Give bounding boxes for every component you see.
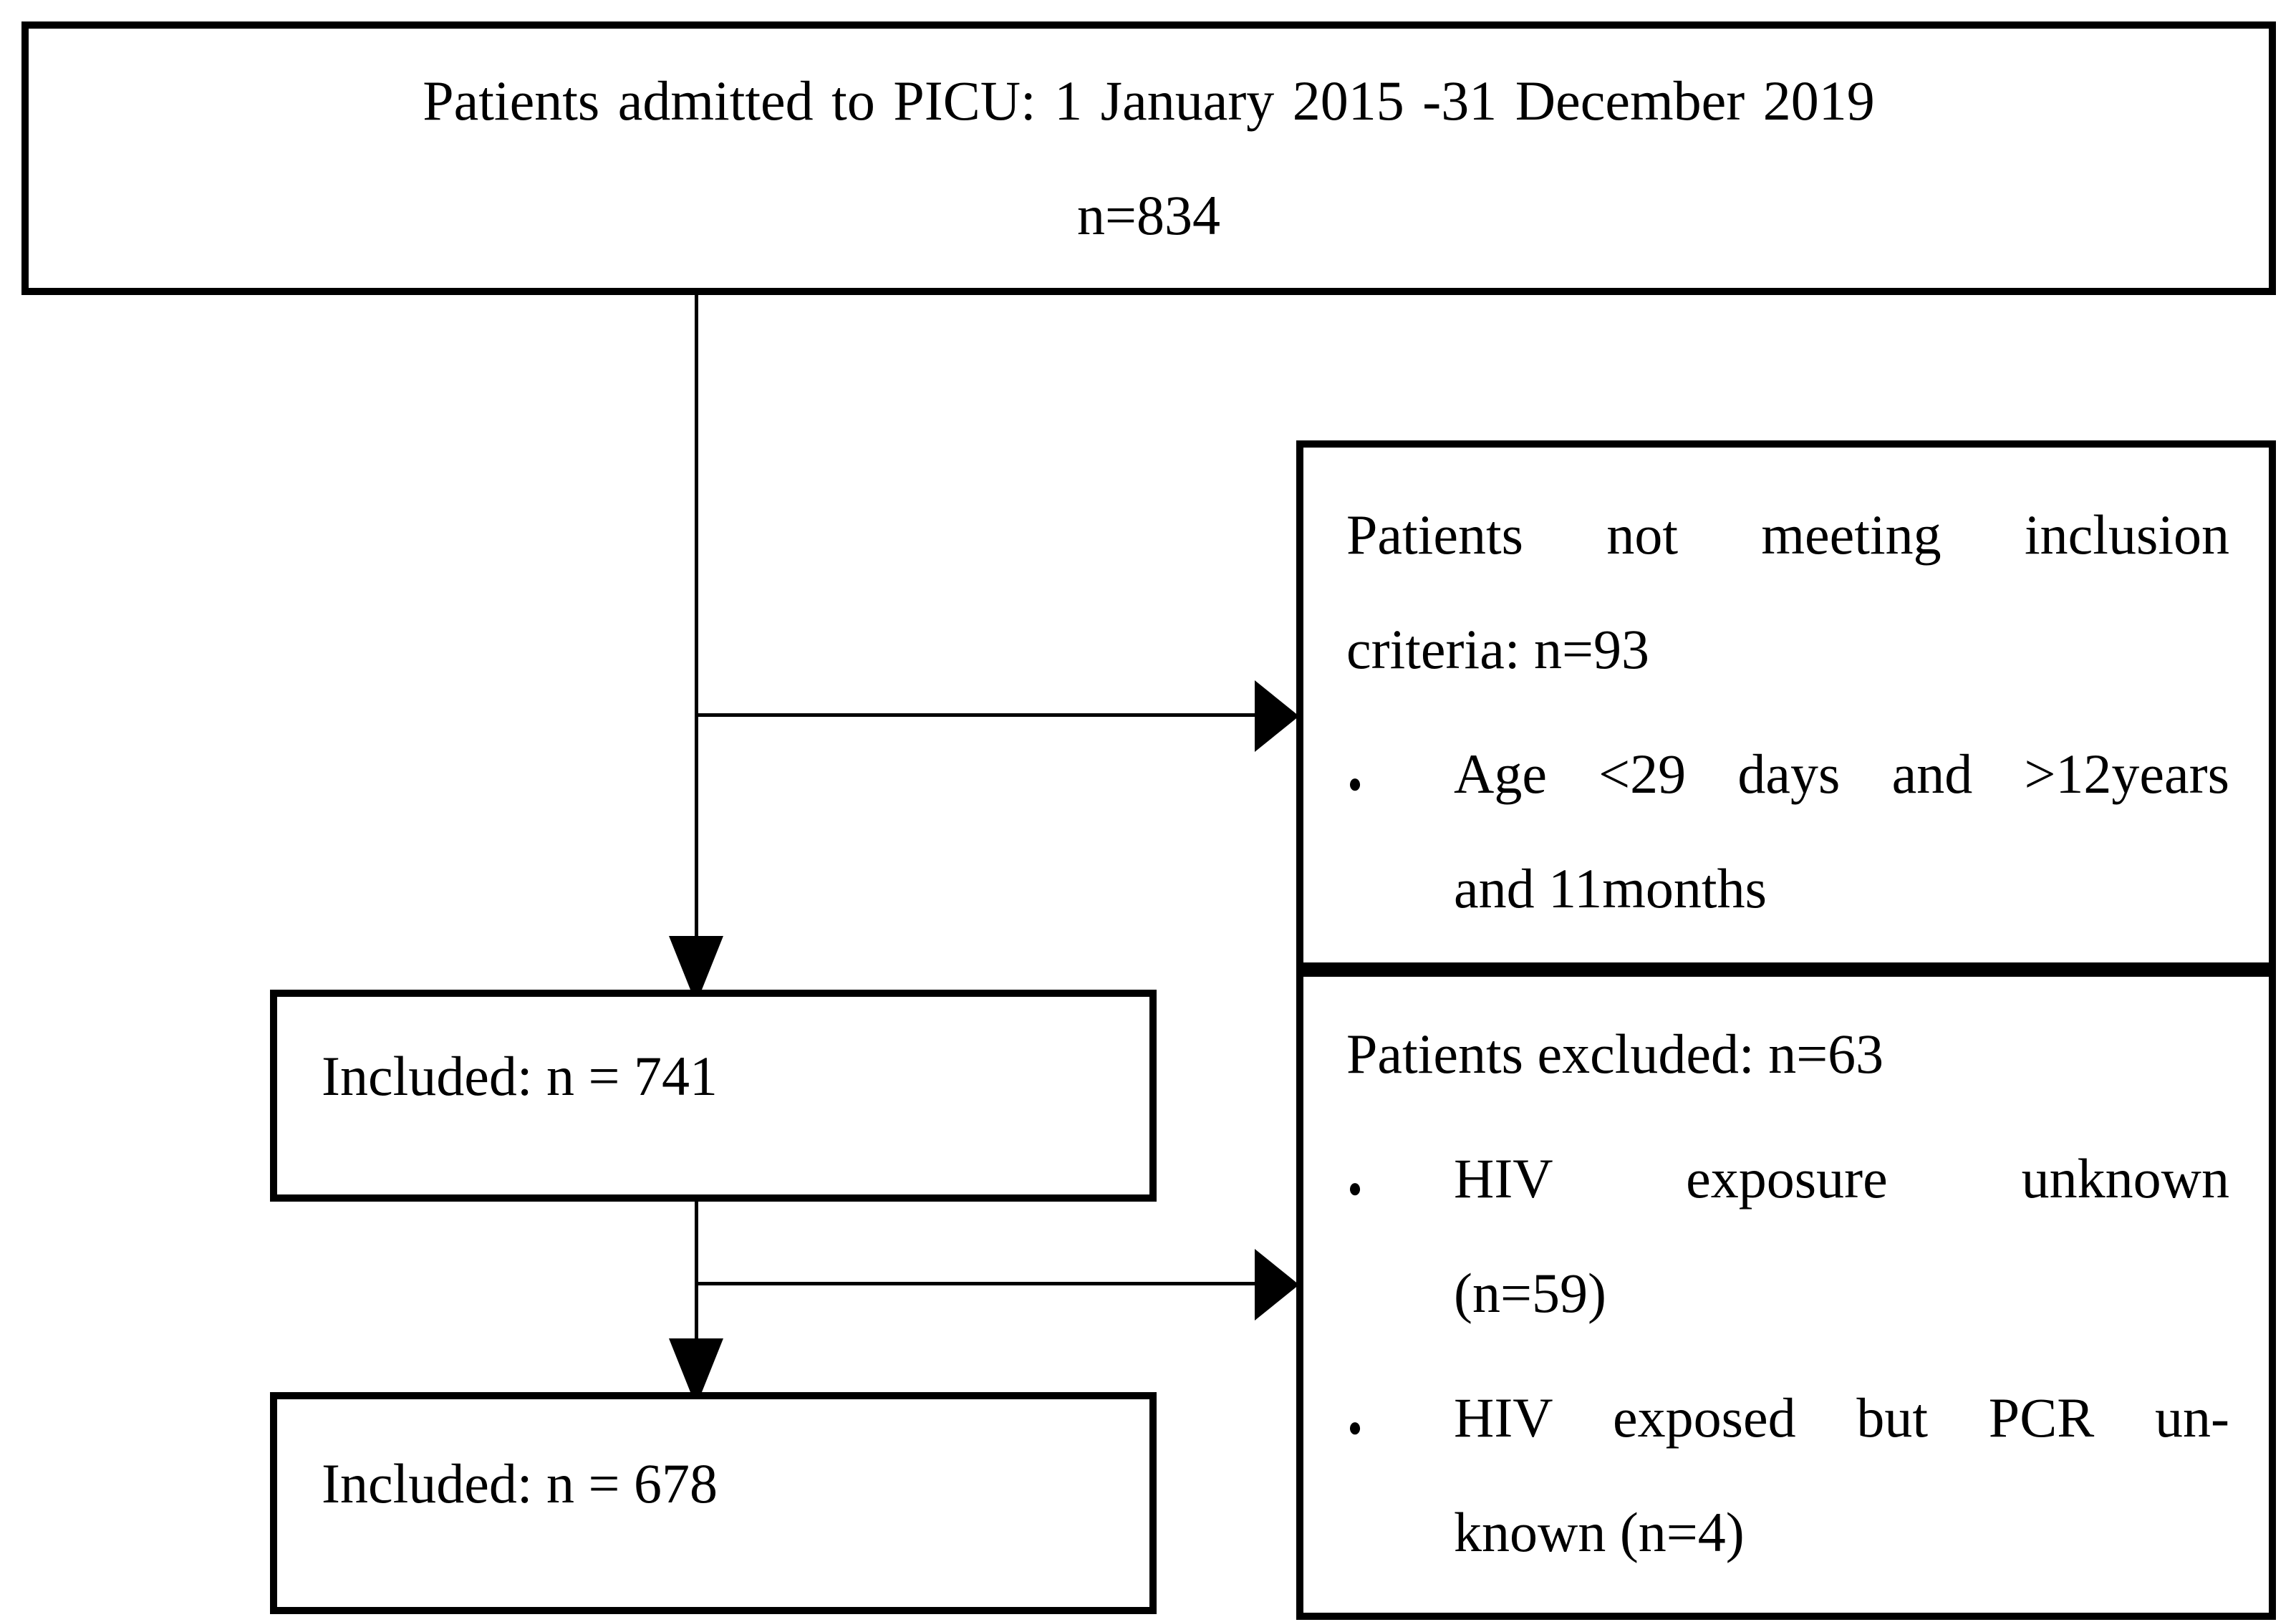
connector-horizontal-1: [696, 713, 1258, 717]
admitted-title: Patients admitted to PICU: 1 January 201…: [423, 69, 1875, 132]
bullet-icon: ●: [1348, 767, 1362, 799]
hiv-exposed-line2: known (n=4): [1454, 1501, 1745, 1563]
included-678-label: Included: n = 678: [322, 1452, 718, 1515]
not-meeting-heading-line2: criteria: n=93: [1346, 618, 1649, 680]
not-meeting-bullet-item: ● Age <29 days and >12years and 11months: [1346, 717, 2229, 946]
connector-vertical-2: [695, 1202, 698, 1341]
hiv-exposure-line1: HIV exposure unknown: [1454, 1147, 2229, 1210]
box-admitted: Patients admitted to PICU: 1 January 201…: [21, 21, 2276, 295]
connector-horizontal-2: [696, 1282, 1258, 1285]
arrow-right-icon: [1255, 1249, 1299, 1321]
excluded-bullet-item-2: ● HIV exposed but PCR un- known (n=4): [1346, 1361, 2229, 1590]
excluded-bullet-item-1: ● HIV exposure unknown (n=59): [1346, 1121, 2229, 1351]
box-included-678: Included: n = 678: [270, 1392, 1157, 1614]
bullet-icon: ●: [1348, 1411, 1362, 1443]
age-criteria-line2: and 11months: [1454, 857, 1767, 919]
box-not-meeting-criteria: Patients not meeting inclusion criteria:…: [1296, 440, 2276, 970]
arrow-right-icon: [1255, 680, 1299, 752]
not-meeting-heading-line1: Patients not meeting inclusion: [1346, 503, 2229, 566]
age-criteria-line1: Age <29 days and >12years: [1454, 743, 2229, 805]
hiv-exposed-line1: HIV exposed but PCR un-: [1454, 1386, 2229, 1449]
admitted-count: n=834: [1077, 184, 1220, 246]
included-741-label: Included: n = 741: [322, 1044, 718, 1107]
box-excluded: Patients excluded: n=63 ● HIV exposure u…: [1296, 970, 2276, 1620]
box-included-741: Included: n = 741: [270, 990, 1157, 1202]
hiv-exposure-line2: (n=59): [1454, 1262, 1606, 1324]
connector-vertical-1: [695, 295, 698, 943]
bullet-icon: ●: [1348, 1172, 1362, 1204]
excluded-heading: Patients excluded: n=63: [1346, 1023, 1884, 1085]
